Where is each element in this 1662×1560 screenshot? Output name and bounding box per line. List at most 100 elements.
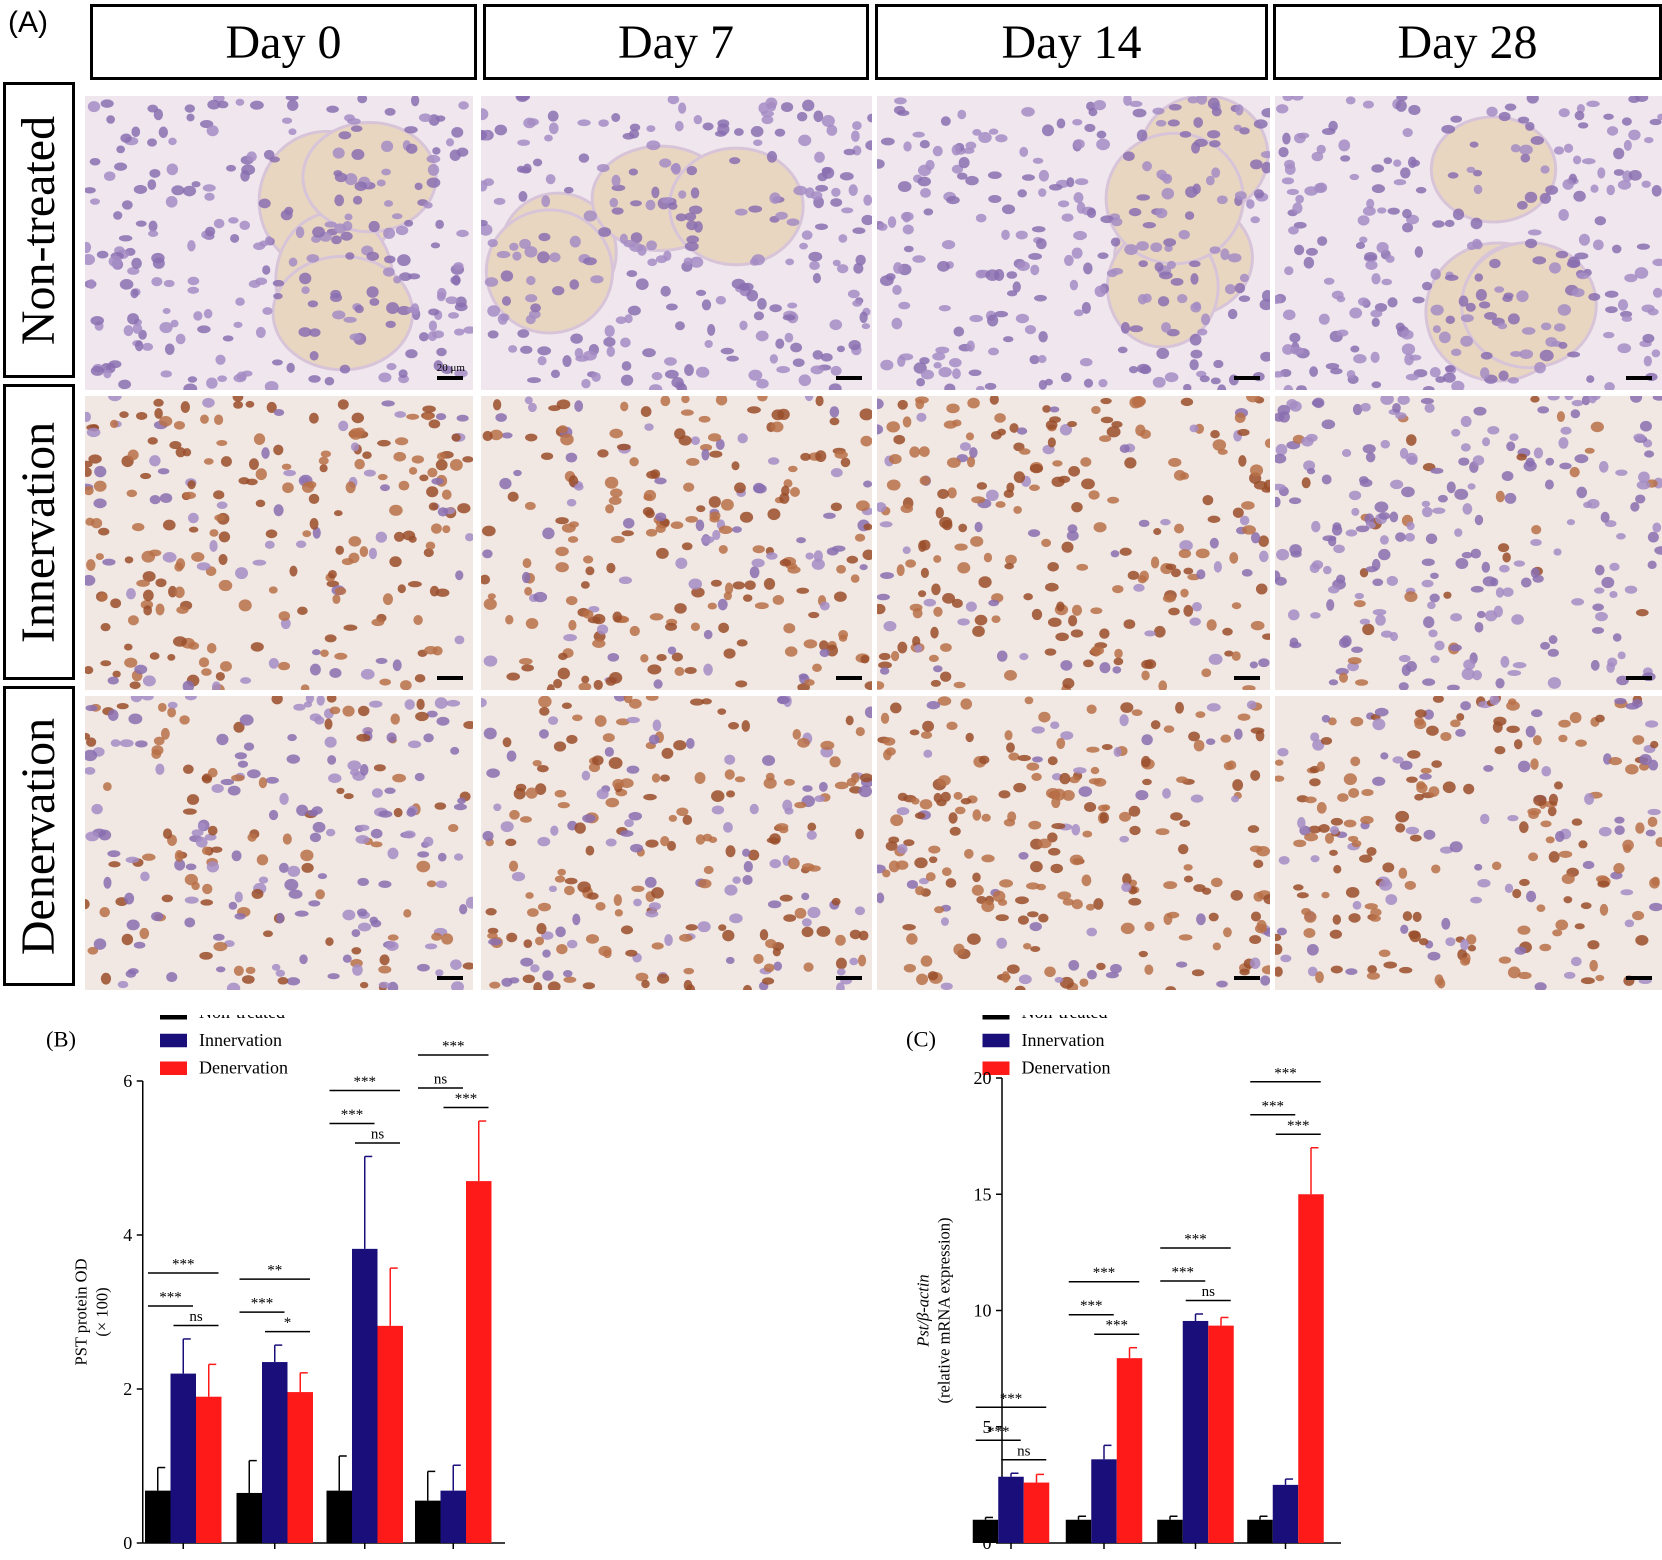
significance-label: *** (1000, 1391, 1023, 1407)
legend-label: Non-treated (1022, 1015, 1108, 1022)
micrograph-texture (877, 96, 1270, 390)
bar-non-treated (972, 1519, 999, 1543)
row-header-denervation: Denervation (3, 686, 75, 986)
row-header-non-treated: Non-treated (3, 82, 75, 378)
y-axis-label: Pst/β-actin (914, 1274, 933, 1347)
micrograph-texture (1275, 396, 1662, 690)
bar-denervation (1298, 1194, 1324, 1543)
bar-innervation (352, 1248, 378, 1543)
bar-non-treated (1247, 1519, 1273, 1543)
column-header-day-14: Day 14 (875, 4, 1268, 80)
legend-swatch (982, 1061, 1010, 1075)
bar-denervation (1116, 1358, 1143, 1543)
bar-innervation (440, 1490, 466, 1543)
y-axis-label: (× 100) (93, 1287, 112, 1336)
significance-label: ns (1202, 1284, 1216, 1300)
legend-label: Innervation (199, 1030, 282, 1050)
significance-label: * (284, 1315, 292, 1331)
micrograph-0-3 (1275, 96, 1662, 390)
bar-denervation (196, 1396, 222, 1543)
row-header-denervation-label: Denervation (12, 717, 66, 955)
micrograph-0-1 (481, 96, 872, 390)
significance-label: *** (442, 1039, 465, 1055)
scale-bar (1626, 676, 1652, 680)
legend-swatch (982, 1006, 1010, 1020)
significance-label: *** (172, 1256, 195, 1272)
bar-non-treated (326, 1490, 352, 1543)
significance-label: *** (987, 1424, 1010, 1440)
scale-bar (1626, 976, 1652, 980)
bar-innervation (1272, 1484, 1299, 1543)
micrograph-texture (481, 696, 872, 990)
scale-bar (1626, 376, 1652, 380)
y-tick-label: 20 (974, 1068, 992, 1088)
significance-label: ns (434, 1072, 448, 1088)
micrograph-1-1 (481, 396, 872, 690)
micrograph-texture (481, 396, 872, 690)
significance-label: *** (1106, 1318, 1129, 1334)
bar-denervation (466, 1181, 492, 1543)
row-header-innervation-label: Innervation (12, 421, 66, 643)
y-tick-label: 2 (123, 1379, 132, 1399)
y-tick-label: 6 (123, 1071, 132, 1091)
bar-denervation (377, 1325, 403, 1543)
scale-bar (836, 976, 862, 980)
significance-label: ** (267, 1263, 282, 1279)
micrograph-texture (85, 696, 473, 990)
chart-panel-b: (B) Non-treated Innervation Denervation 0 2 4 6… (40, 1002, 740, 1560)
legend-label: Innervation (1022, 1030, 1105, 1050)
legend-swatch (160, 1061, 187, 1075)
micrograph-texture (1275, 696, 1662, 990)
column-header-day-7: Day 7 (483, 4, 869, 80)
scale-bar (437, 676, 463, 680)
y-tick-label: 0 (123, 1533, 132, 1553)
significance-label: *** (1093, 1265, 1116, 1281)
legend-label: Denervation (199, 1058, 288, 1078)
chart-b-svg: (B) Non-treated Innervation Denervation 0 2 4 6… (46, 1002, 505, 1560)
significance-label: *** (1080, 1298, 1103, 1314)
significance-label: *** (251, 1296, 274, 1312)
panel-label: (C) (906, 1027, 936, 1052)
significance-label: *** (341, 1107, 364, 1123)
panel-label: (B) (46, 1027, 76, 1052)
significance-label: *** (1274, 1065, 1297, 1081)
y-tick-label: 10 (974, 1301, 992, 1321)
scale-bar (836, 376, 862, 380)
micrograph-2-0 (85, 696, 473, 990)
row-header-non-treated-label: Non-treated (12, 115, 66, 345)
legend-swatch (982, 1033, 1010, 1048)
micrograph-texture (481, 96, 872, 390)
micrograph-2-1 (481, 696, 872, 990)
significance-label: *** (1287, 1118, 1310, 1134)
legend-label: Non-treated (199, 1015, 285, 1022)
micrograph-0-2 (877, 96, 1270, 390)
bar-innervation (170, 1373, 196, 1543)
panel-a-label: (A) (8, 6, 48, 39)
legend-swatch (160, 1033, 187, 1048)
bar-non-treated (1065, 1519, 1092, 1543)
micrograph-texture (877, 396, 1270, 690)
column-header-day-0: Day 0 (90, 4, 477, 80)
scale-bar (1234, 676, 1260, 680)
row-header-innervation: Innervation (3, 384, 75, 680)
significance-label: *** (1172, 1264, 1195, 1280)
micrograph-1-2 (877, 396, 1270, 690)
significance-label: *** (455, 1091, 478, 1107)
significance-label: ns (189, 1309, 203, 1325)
scale-bar (1234, 976, 1260, 980)
legend-swatch (160, 1006, 187, 1020)
bar-innervation (1182, 1320, 1209, 1543)
y-tick-label: 4 (123, 1225, 132, 1245)
bar-innervation (998, 1476, 1024, 1543)
bar-innervation (1091, 1459, 1117, 1543)
micrograph-0-0: 20 μm (85, 96, 473, 390)
y-tick-label: 5 (983, 1417, 992, 1437)
bar-innervation (262, 1362, 288, 1543)
significance-label: *** (354, 1074, 377, 1090)
y-axis-label: PST protein OD (72, 1258, 91, 1365)
micrograph-texture (877, 696, 1270, 990)
bar-denervation (1023, 1482, 1050, 1543)
micrograph-texture (1275, 96, 1662, 390)
significance-label: *** (1262, 1098, 1285, 1114)
scale-bar (1234, 376, 1260, 380)
